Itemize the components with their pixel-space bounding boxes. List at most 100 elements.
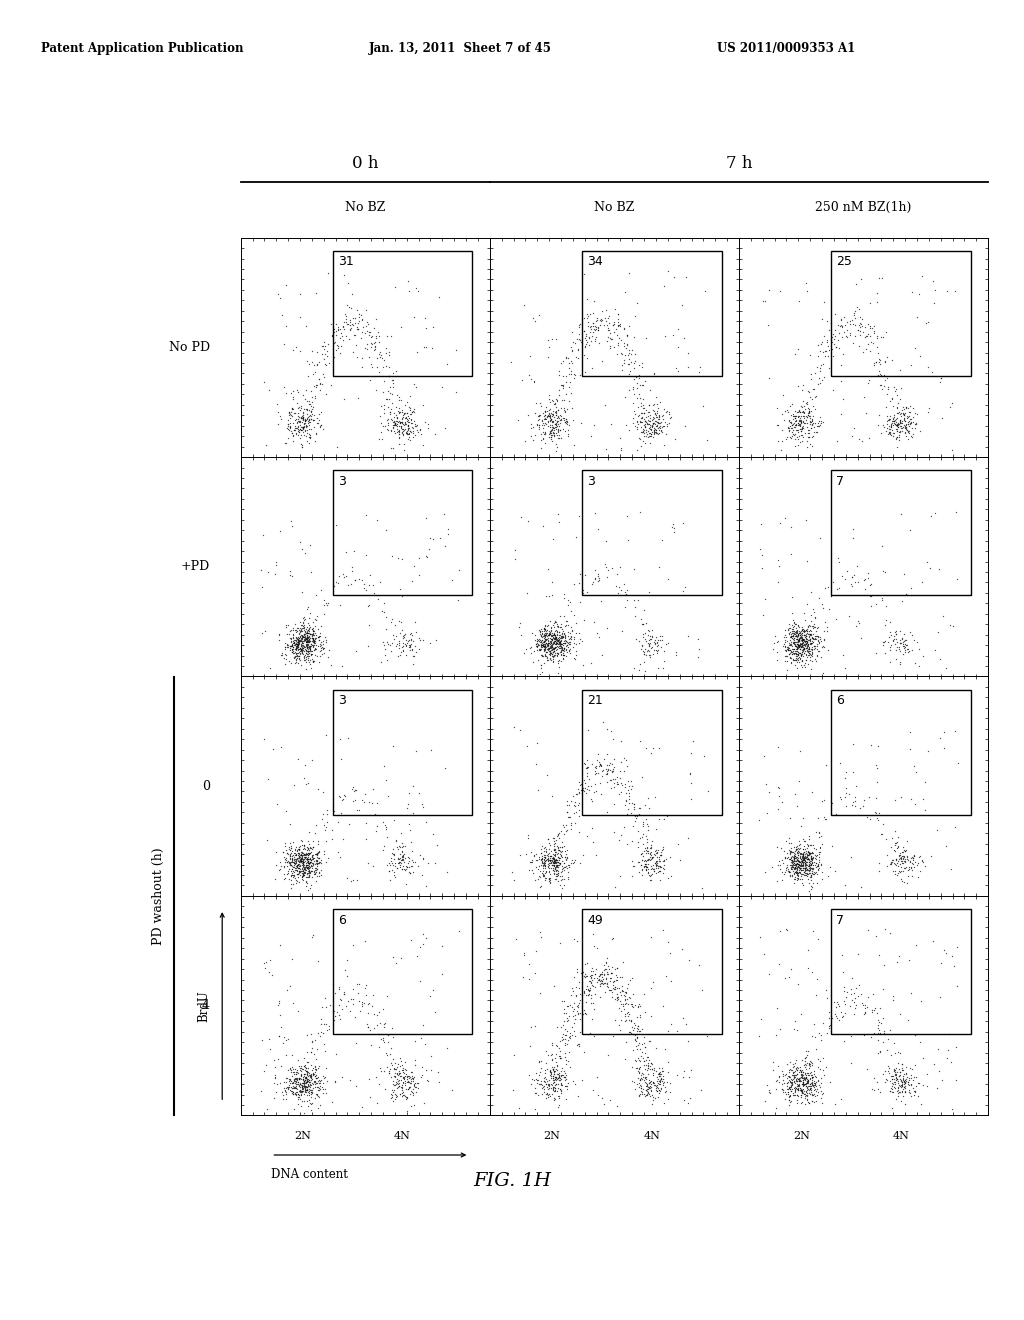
Point <box>633 421 649 442</box>
Point <box>802 647 818 668</box>
Point <box>900 428 916 449</box>
Point <box>905 845 922 866</box>
Point <box>830 994 847 1015</box>
Point <box>312 1073 329 1094</box>
Point <box>283 401 299 422</box>
Point <box>255 524 271 545</box>
Point <box>787 866 804 887</box>
Point <box>787 635 804 656</box>
Point <box>795 1073 811 1094</box>
Point <box>301 426 317 447</box>
Point <box>782 1078 799 1100</box>
Point <box>801 1065 817 1086</box>
Point <box>796 1067 812 1088</box>
Point <box>624 775 640 796</box>
Point <box>299 857 315 878</box>
Point <box>392 1065 409 1086</box>
Point <box>544 631 560 652</box>
Point <box>358 300 375 321</box>
Point <box>645 413 662 434</box>
Point <box>297 645 313 667</box>
Point <box>539 636 555 657</box>
Point <box>804 781 820 803</box>
Point <box>301 1072 317 1093</box>
Point <box>903 417 920 438</box>
Point <box>577 335 593 356</box>
Point <box>538 632 554 653</box>
Point <box>803 847 819 869</box>
Point <box>540 614 556 635</box>
Point <box>304 341 321 362</box>
Point <box>760 314 776 335</box>
Point <box>649 640 666 661</box>
Point <box>794 1071 810 1092</box>
Point <box>597 968 613 989</box>
Point <box>294 834 310 855</box>
Point <box>347 779 364 800</box>
Point <box>779 1068 796 1089</box>
Point <box>843 574 859 595</box>
Point <box>294 842 310 863</box>
Point <box>799 837 815 858</box>
Point <box>643 628 659 649</box>
Point <box>553 627 569 648</box>
Point <box>311 622 328 643</box>
Point <box>418 1059 434 1080</box>
Point <box>793 859 809 880</box>
Point <box>544 854 560 875</box>
Point <box>676 1060 692 1081</box>
Point <box>885 1097 901 1118</box>
Point <box>587 760 603 781</box>
Point <box>802 843 818 865</box>
Point <box>611 866 628 887</box>
Point <box>803 834 819 855</box>
Point <box>805 598 821 619</box>
Point <box>800 1069 816 1090</box>
Point <box>795 843 811 865</box>
Point <box>585 313 601 334</box>
Point <box>300 1082 316 1104</box>
Point <box>396 1084 413 1105</box>
Point <box>276 636 293 657</box>
Point <box>536 626 552 647</box>
Point <box>659 632 676 653</box>
Point <box>888 1057 904 1078</box>
Point <box>650 417 667 438</box>
Point <box>794 855 810 876</box>
Point <box>532 1061 549 1082</box>
Point <box>393 418 410 440</box>
Point <box>800 1078 816 1100</box>
Point <box>798 393 814 414</box>
Point <box>883 1044 899 1065</box>
Point <box>639 424 655 445</box>
Point <box>615 817 632 838</box>
Point <box>393 832 410 853</box>
Point <box>523 426 540 447</box>
Point <box>884 854 900 875</box>
Point <box>807 412 823 433</box>
Point <box>312 1026 329 1047</box>
Point <box>386 843 402 865</box>
Point <box>896 850 912 871</box>
Point <box>583 961 599 982</box>
Point <box>285 413 301 434</box>
Point <box>309 830 326 851</box>
Point <box>391 1063 408 1084</box>
Point <box>801 401 817 422</box>
Bar <box>831 909 971 1034</box>
Point <box>850 944 866 965</box>
Point <box>282 843 298 865</box>
Point <box>790 407 806 428</box>
Point <box>848 977 864 998</box>
Point <box>547 1068 563 1089</box>
Point <box>531 622 548 643</box>
Point <box>287 409 303 430</box>
Point <box>285 643 301 664</box>
Point <box>587 329 603 350</box>
Point <box>283 869 299 890</box>
Point <box>540 1071 556 1092</box>
Point <box>895 849 911 870</box>
Point <box>386 412 402 433</box>
Point <box>804 616 820 638</box>
Point <box>876 632 892 653</box>
